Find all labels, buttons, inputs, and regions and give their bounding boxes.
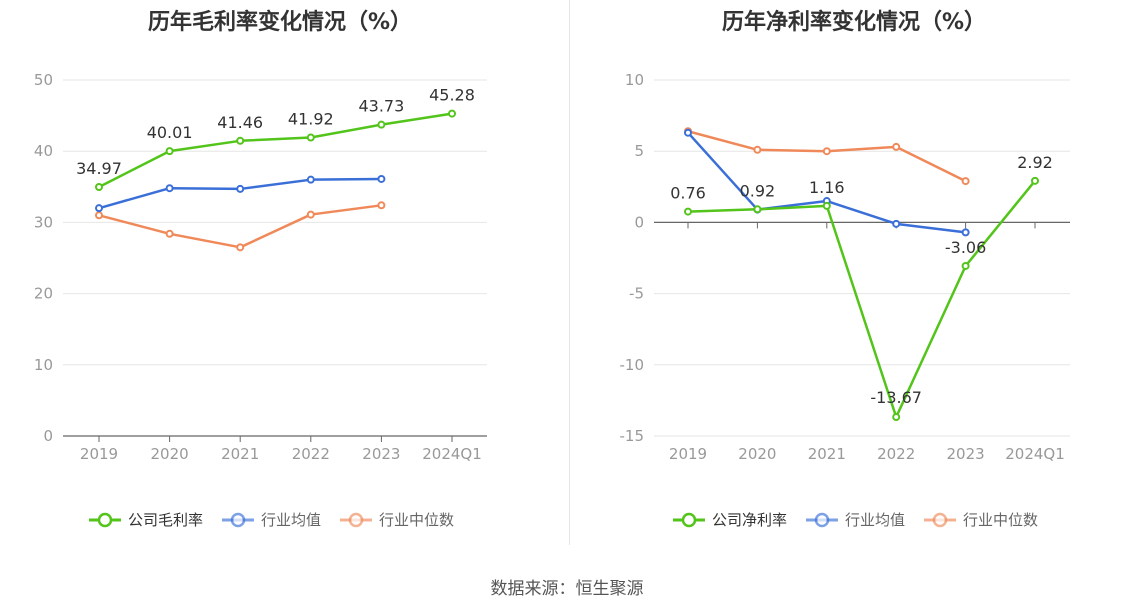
- net-data-point[interactable]: [684, 207, 692, 216]
- net-data-point[interactable]: [753, 145, 762, 154]
- gross-y-tick-label: 0: [43, 427, 53, 445]
- net-data-point[interactable]: [822, 147, 831, 156]
- gross-data-point[interactable]: [377, 201, 386, 210]
- legend-item-2[interactable]: 行业中位数: [923, 509, 1038, 530]
- net-y-tick-label: 10: [625, 71, 644, 89]
- legend-item-0[interactable]: 公司净利率: [672, 509, 787, 530]
- gross-data-point[interactable]: [377, 120, 386, 129]
- net-data-label: -3.06: [945, 238, 986, 257]
- net-margin-chart: -15 -10 -5 0 5 10 2019 2020 2021 2022 2023 2024Q1 0.…: [620, 71, 1070, 463]
- gross-data-label: 41.46: [217, 113, 263, 132]
- gross-data-point[interactable]: [236, 184, 245, 193]
- net-data-label: -13.67: [870, 388, 922, 407]
- legend-label: 行业均值: [845, 511, 906, 529]
- net-data-label: 1.16: [809, 178, 845, 197]
- net-data-point[interactable]: [892, 413, 901, 422]
- net-series-line-2: [687, 130, 967, 183]
- gross-data-point[interactable]: [448, 109, 456, 118]
- net-y-tick-label: 0: [634, 213, 644, 231]
- net-data-label: 2.92: [1017, 153, 1053, 172]
- net-data-point[interactable]: [753, 205, 762, 214]
- gross-x-tick-label: 2023: [362, 445, 400, 463]
- gross-series-line-2: [98, 204, 382, 249]
- legend-item-2[interactable]: 行业中位数: [339, 509, 454, 530]
- legend-symbol-icon: [673, 512, 705, 527]
- gross-x-tick-label: 2021: [221, 445, 259, 463]
- legend-label: 公司毛利率: [128, 511, 204, 529]
- legend-label: 行业中位数: [963, 511, 1039, 529]
- gross-data-label: 41.92: [288, 110, 334, 129]
- net-y-tick-label: -15: [620, 427, 645, 445]
- legend-item-0[interactable]: 公司毛利率: [88, 509, 203, 530]
- gross-data-point[interactable]: [95, 211, 103, 220]
- net-data-point[interactable]: [961, 177, 970, 186]
- legend-symbol-icon: [340, 512, 373, 527]
- gross-y-tick-label: 10: [34, 356, 53, 374]
- gross-y-tick-label: 40: [34, 142, 53, 160]
- gross-data-point[interactable]: [236, 243, 245, 252]
- gross-x-tick-label: 2019: [80, 445, 118, 463]
- net-x-tick-label: 2019: [669, 445, 707, 463]
- gross-y-tick-label: 30: [34, 213, 53, 231]
- net-x-tick-label: 2024Q1: [1005, 445, 1065, 463]
- gross-data-point[interactable]: [236, 136, 245, 145]
- gross-data-label: 43.73: [358, 97, 404, 116]
- net-x-tick-label: 2021: [808, 445, 846, 463]
- net-y-tick-label: -10: [620, 356, 645, 374]
- legend-item-1[interactable]: 行业均值: [805, 509, 905, 530]
- net-y-tick-label: -5: [629, 285, 644, 303]
- gross-series-line-1: [98, 177, 382, 210]
- gross-x-tick-label: 2024Q1: [422, 445, 482, 463]
- gross-data-label: 45.28: [429, 86, 475, 105]
- net-x-tick-label: 2022: [877, 445, 915, 463]
- net-margin-chart-title: 历年净利率变化情况（%）: [721, 10, 987, 35]
- legend-item-1[interactable]: 行业均值: [221, 509, 321, 530]
- gross-data-point[interactable]: [306, 133, 315, 142]
- net-data-point[interactable]: [684, 128, 692, 137]
- legend-symbol-icon: [924, 512, 957, 527]
- net-data-point[interactable]: [892, 142, 901, 151]
- gross-margin-chart: 0 10 20 30 40 50 2019 2020 2021 2022 2023 2024Q1 34.…: [34, 71, 487, 463]
- net-margin-legend: 公司净利率 行业均值 行业中位数: [672, 509, 1038, 530]
- gross-data-point[interactable]: [377, 174, 386, 183]
- net-x-tick-label: 2020: [738, 445, 776, 463]
- net-data-point[interactable]: [1031, 176, 1039, 185]
- gross-data-point[interactable]: [306, 210, 315, 219]
- gross-series-line-0: [98, 112, 453, 189]
- gross-data-point[interactable]: [95, 183, 103, 192]
- legend-symbol-icon: [806, 512, 839, 527]
- legend-symbol-icon: [89, 512, 121, 527]
- net-y-tick-label: 5: [634, 142, 644, 160]
- gross-data-point[interactable]: [95, 204, 103, 213]
- gross-data-label: 40.01: [147, 123, 193, 142]
- gross-x-tick-label: 2020: [151, 445, 189, 463]
- gross-y-tick-label: 50: [34, 71, 53, 89]
- legend-label: 行业均值: [261, 511, 322, 529]
- net-data-point[interactable]: [892, 219, 901, 228]
- chart-divider: [569, 0, 570, 545]
- net-x-tick-label: 2023: [947, 445, 985, 463]
- data-source-note: 数据来源：恒生聚源: [490, 579, 644, 599]
- net-data-label: 0.92: [740, 181, 776, 200]
- gross-data-point[interactable]: [165, 184, 174, 193]
- gross-data-label: 34.97: [76, 159, 122, 178]
- legend-label: 行业中位数: [379, 511, 455, 529]
- legend-label: 公司净利率: [712, 511, 788, 529]
- gross-data-point[interactable]: [165, 229, 174, 238]
- net-series-line-0: [687, 180, 1036, 419]
- gross-x-tick-label: 2022: [292, 445, 330, 463]
- gross-y-tick-label: 20: [34, 285, 53, 303]
- net-data-point[interactable]: [822, 201, 831, 210]
- gross-data-point[interactable]: [306, 175, 315, 184]
- legend-symbol-icon: [222, 512, 255, 527]
- net-data-label: 0.76: [670, 184, 706, 203]
- gross-margin-legend: 公司毛利率 行业均值 行业中位数: [88, 509, 454, 530]
- gross-data-point[interactable]: [165, 147, 174, 156]
- gross-margin-chart-title: 历年毛利率变化情况（%）: [147, 10, 413, 35]
- net-data-point[interactable]: [961, 261, 970, 270]
- net-data-point[interactable]: [961, 228, 970, 237]
